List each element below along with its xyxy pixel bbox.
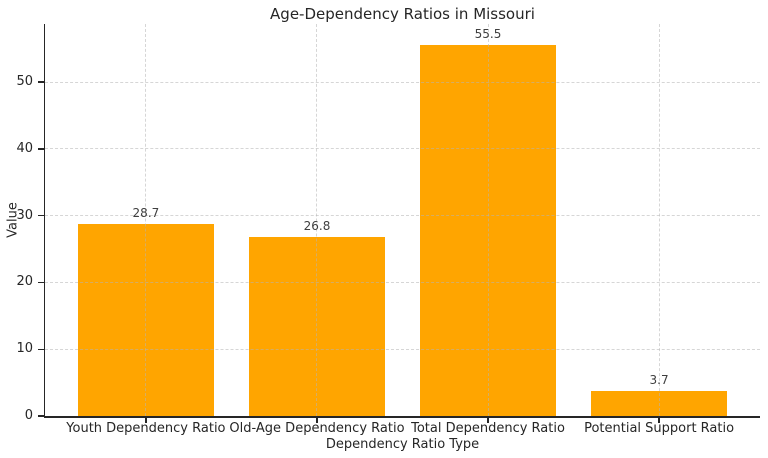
gridline-vertical (145, 24, 147, 416)
gridline-horizontal (45, 215, 760, 217)
y-tick-label: 10 (16, 341, 33, 357)
y-tick-mark (38, 281, 44, 284)
y-tick-mark (38, 148, 44, 150)
x-tick-mark (487, 417, 489, 423)
y-tick-mark (38, 214, 44, 217)
x-tick-mark (316, 417, 318, 423)
gridline-vertical (316, 24, 318, 416)
y-tick-label: 20 (16, 274, 33, 290)
bar-value-label: 26.8 (303, 219, 331, 234)
y-tick-label: 40 (16, 140, 33, 156)
y-tick-mark (38, 348, 44, 350)
y-tick-label: 50 (16, 74, 33, 90)
x-axis-spine (43, 416, 760, 418)
gridline-horizontal (45, 348, 760, 350)
chart-title: Age-Dependency Ratios in Missouri (270, 5, 535, 23)
y-tick-label: 0 (24, 408, 33, 423)
gridline-horizontal (45, 81, 760, 83)
bar-value-label: 28.7 (132, 206, 160, 221)
y-tick-mark (38, 415, 44, 417)
x-tick-label: Potential Support Ratio (584, 421, 735, 436)
y-tick-label: 30 (16, 207, 33, 223)
y-axis-spine (43, 24, 45, 418)
x-tick-label: Youth Dependency Ratio (66, 421, 226, 436)
gridline-horizontal (45, 148, 760, 150)
x-axis-label: Dependency Ratio Type (325, 437, 480, 452)
bar-value-label: 55.5 (474, 27, 502, 42)
gridline-vertical (487, 24, 489, 416)
gridline-horizontal (45, 281, 760, 283)
x-tick-label: Total Dependency Ratio (411, 421, 565, 436)
bar-value-label: 3.7 (649, 373, 669, 388)
y-tick-mark (38, 81, 44, 83)
gridline-vertical (658, 24, 660, 416)
x-tick-label: Old-Age Dependency Ratio (229, 421, 405, 436)
x-tick-mark (145, 417, 147, 423)
x-tick-mark (658, 417, 660, 423)
